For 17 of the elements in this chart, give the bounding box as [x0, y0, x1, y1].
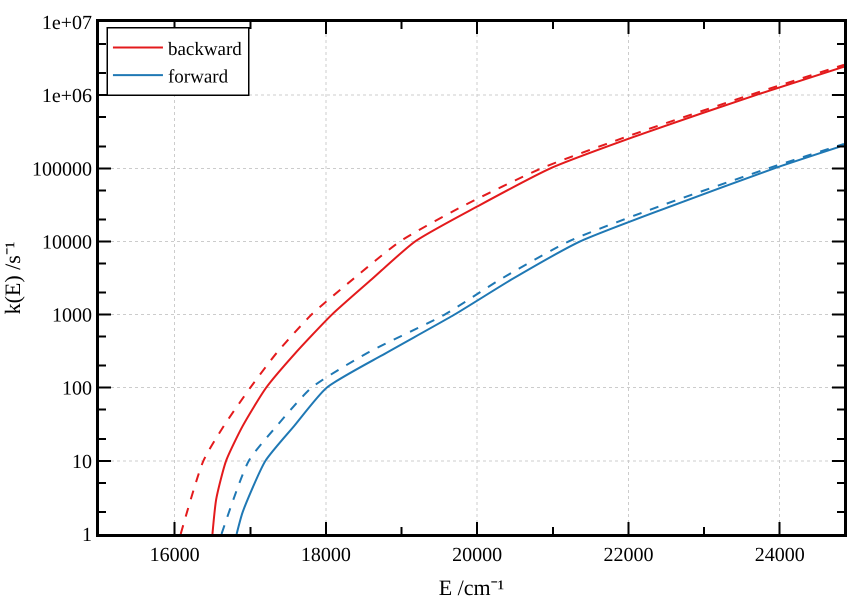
x-axis-title: E /cm⁻¹	[438, 574, 504, 600]
y-tick-label: 1	[82, 524, 92, 546]
x-tick-label: 24000	[754, 544, 805, 566]
x-tick-label: 16000	[150, 544, 200, 566]
y-tick-label: 10000	[42, 231, 92, 254]
y-tick-label: 10	[72, 450, 92, 473]
y-tick-label: 100	[62, 378, 92, 400]
y-axis-title: k(E) /s⁻¹	[0, 242, 25, 314]
x-tick-label: 18000	[300, 544, 351, 566]
x-tick-label: 22000	[603, 544, 654, 566]
x-tick-label: 20000	[452, 544, 502, 566]
y-tick-label: 1000	[52, 304, 92, 327]
legend-label: forward	[168, 66, 229, 88]
y-tick-label: 1e+07	[42, 12, 92, 34]
y-tick-label: 1e+06	[42, 85, 92, 108]
legend-label: backward	[168, 38, 242, 60]
y-tick-label: 100000	[32, 158, 92, 180]
